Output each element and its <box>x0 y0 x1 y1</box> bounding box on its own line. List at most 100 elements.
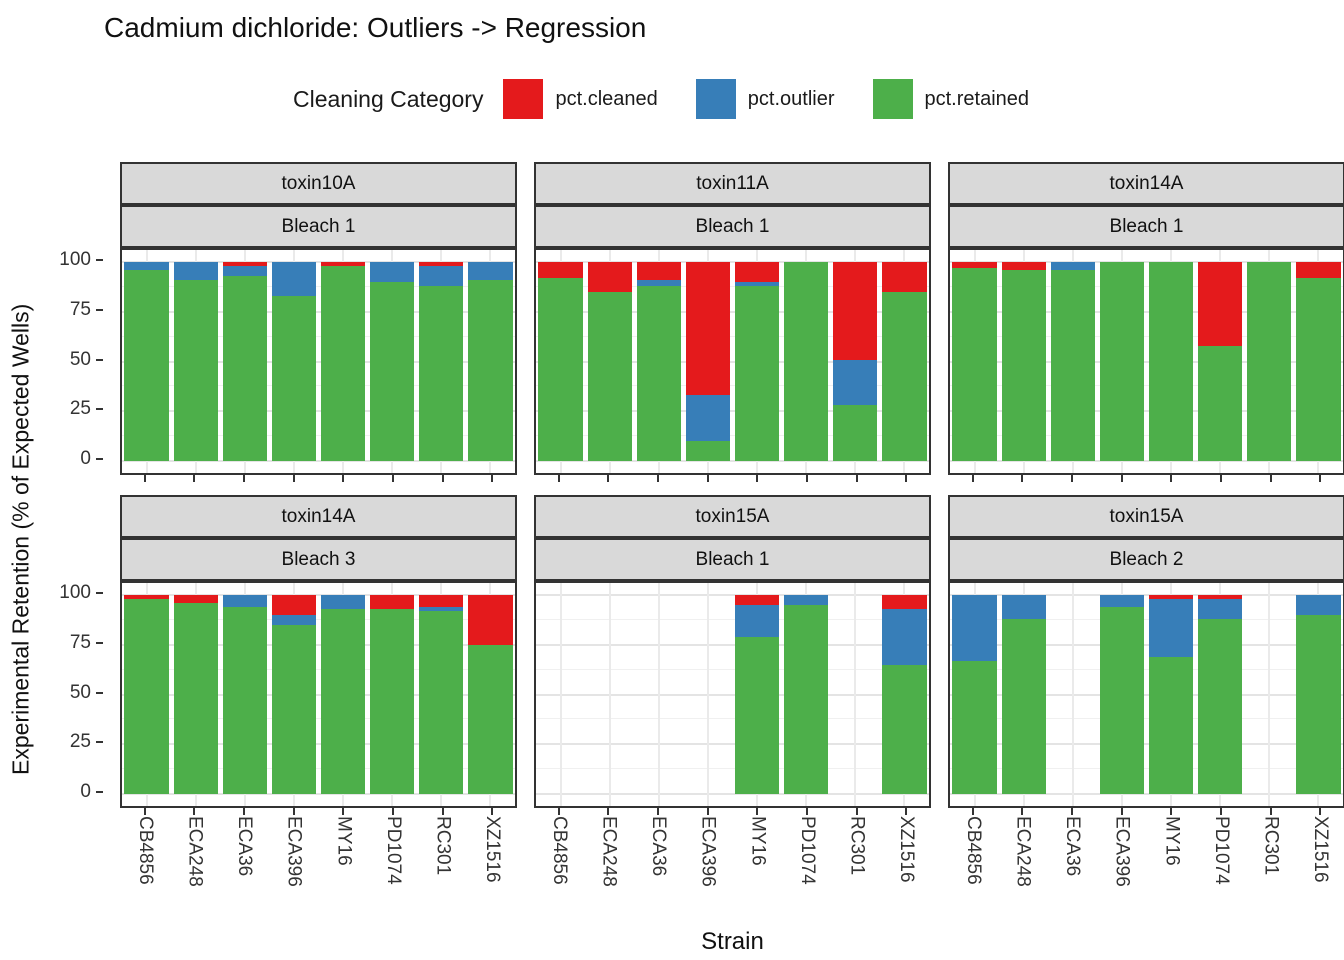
x-tick-labels: CB4856 ECA248 ECA36 ECA396 MY16 PD1074 RC301 XZ… <box>948 816 1344 911</box>
bar-slot-ECA396 <box>269 250 318 473</box>
bar-PD1074 <box>1198 595 1243 794</box>
bar-slot-ECA396 <box>683 583 732 806</box>
gridline-h <box>536 310 929 313</box>
segment-retained <box>370 281 415 461</box>
x-tick <box>1021 475 1024 482</box>
bar-slots <box>122 583 515 806</box>
segment-outlier <box>685 395 731 442</box>
segment-retained <box>173 279 218 461</box>
segment-cleaned <box>124 595 169 599</box>
x-tick-label: XZ1516 <box>896 816 918 883</box>
gridline-h <box>122 385 515 387</box>
gridline-v <box>1268 583 1271 806</box>
bar-slot-RC301 <box>417 583 466 806</box>
bar-XZ1516 <box>882 261 927 461</box>
y-tick <box>96 791 103 793</box>
y-tick-label: 75 <box>69 298 91 320</box>
x-tick <box>855 475 858 482</box>
gridline-h <box>536 668 929 670</box>
segment-retained <box>124 270 169 461</box>
gridline-h <box>950 643 1343 646</box>
segment-outlier <box>419 606 464 611</box>
gridline-h <box>536 285 929 287</box>
bar-slot-PD1074 <box>1196 583 1245 806</box>
x-tick <box>441 808 444 815</box>
facet-toxin10A-bleach1: toxin10A Bleach 1 <box>120 162 517 483</box>
y-tick-label: 25 <box>69 398 91 420</box>
segment-outlier <box>636 279 681 286</box>
gridline-h <box>122 410 515 413</box>
segment-retained <box>1148 656 1194 794</box>
facet-toxin15A-bleach2: toxin15A Bleach 2 CB4856 ECA248 ECA36 ECA39… <box>948 495 1344 916</box>
y-tick <box>96 458 103 460</box>
segment-outlier <box>784 595 829 605</box>
x-tick <box>491 475 494 482</box>
segment-outlier <box>173 262 218 280</box>
gridline-h <box>536 261 929 263</box>
gridline-v <box>657 583 660 806</box>
bar-slot-CB4856 <box>950 250 999 473</box>
x-tick <box>805 808 808 815</box>
x-tick-label: ECA248 <box>184 816 206 887</box>
x-tick <box>1021 808 1024 815</box>
legend-swatch-cleaned <box>503 79 544 119</box>
x-tick-label: PD1074 <box>796 816 818 885</box>
segment-cleaned <box>271 595 317 615</box>
bar-slot-XZ1516 <box>1294 583 1343 806</box>
segment-outlier <box>222 595 267 607</box>
segment-retained <box>222 606 267 794</box>
gridline-h <box>536 460 929 462</box>
x-tick-label: XZ1516 <box>1310 816 1332 883</box>
bar-slot-ECA396 <box>1097 583 1146 806</box>
segment-retained <box>734 636 780 794</box>
gridline-h <box>536 360 929 363</box>
bar-ECA248 <box>1001 262 1046 461</box>
bar-ECA248 <box>173 595 218 794</box>
bar-ECA396 <box>271 595 317 794</box>
gridline-h <box>122 693 515 696</box>
bar-CB4856 <box>952 262 997 461</box>
x-tick <box>805 475 808 482</box>
segment-retained <box>419 610 464 794</box>
y-tick-label: 0 <box>80 448 91 469</box>
x-tick-label: ECA36 <box>1062 816 1084 877</box>
bar-ECA396 <box>1099 262 1145 461</box>
y-tick <box>96 259 103 261</box>
bar-slot-ECA248 <box>999 250 1048 473</box>
legend: Cleaning Category pct.cleaned pct.outlie… <box>0 76 1344 122</box>
gridline-h <box>536 594 929 596</box>
segment-retained <box>1296 277 1341 461</box>
bar-RC301 <box>1247 262 1292 461</box>
gridline-v <box>854 583 857 806</box>
gridline-h <box>950 460 1343 462</box>
bar-CB4856 <box>952 595 997 794</box>
segment-outlier <box>952 595 997 661</box>
strip-bleach: Bleach 3 <box>120 538 517 581</box>
segment-retained <box>222 275 267 461</box>
x-tick-label: ECA396 <box>283 816 305 887</box>
x-tick <box>342 808 345 815</box>
x-tick <box>706 808 709 815</box>
facet-panel <box>534 581 931 808</box>
gridline-h <box>950 718 1343 720</box>
gridline-h <box>950 743 1343 746</box>
segment-retained <box>833 405 878 461</box>
bar-slots <box>536 250 929 473</box>
facet-toxin14A-bleach3: toxin14A Bleach 3 CB4856 ECA248 ECA36 ECA39… <box>120 495 517 916</box>
x-tick-label: PD1074 <box>1210 816 1232 885</box>
segment-outlier <box>1198 599 1243 619</box>
strip-bleach: Bleach 1 <box>534 205 931 248</box>
gridline-h <box>122 618 515 620</box>
bar-slot-PD1074 <box>782 583 831 806</box>
x-tick-label: PD1074 <box>382 816 404 885</box>
gridline-h <box>950 360 1343 363</box>
bar-ECA248 <box>1001 595 1046 794</box>
facet-toxin14A-bleach1: toxin14A Bleach 1 <box>948 162 1344 483</box>
segment-cleaned <box>587 261 632 292</box>
legend-title: Cleaning Category <box>292 85 484 112</box>
segment-cleaned <box>734 262 780 282</box>
bar-ECA396 <box>1099 595 1145 794</box>
x-tick <box>756 475 759 482</box>
bar-PD1074 <box>1198 262 1243 461</box>
x-tick <box>292 475 295 482</box>
